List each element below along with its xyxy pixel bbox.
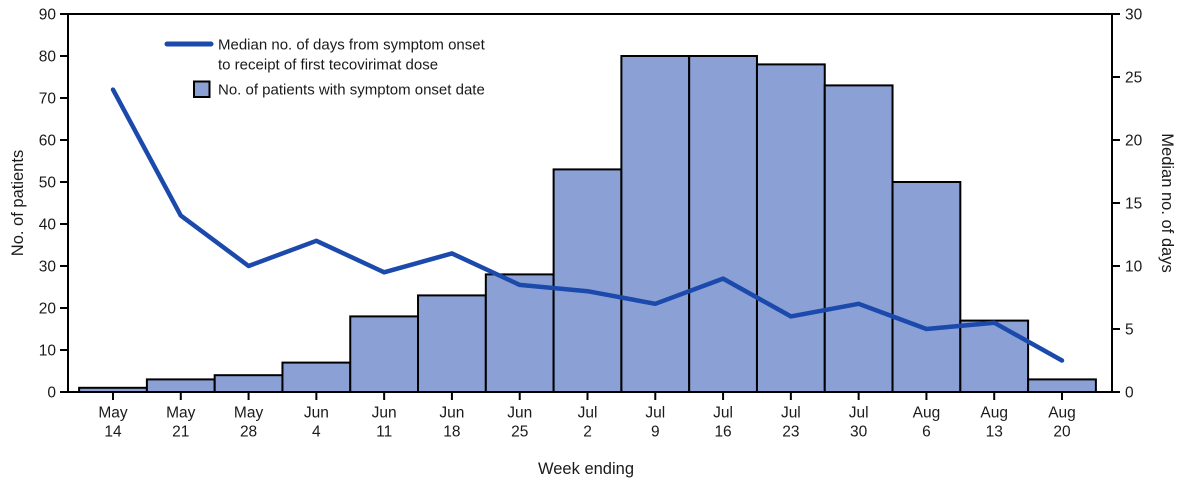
- x-tick-month: Jul: [578, 404, 598, 421]
- x-tick-day: 20: [1053, 423, 1071, 440]
- x-tick-month: May: [98, 404, 128, 421]
- legend: Median no. of days from symptom onset to …: [164, 36, 486, 98]
- bar-jun-11: [349, 315, 420, 393]
- left-axis-tick-label: 0: [47, 384, 56, 401]
- x-tick-day: 11: [376, 423, 392, 440]
- x-tick-day: 6: [922, 423, 931, 440]
- left-axis-tick-label: 10: [39, 342, 57, 359]
- bar-aug-20: [1027, 378, 1097, 393]
- bar-jun-4: [281, 361, 352, 394]
- x-tick-month: May: [166, 404, 196, 421]
- x-tick-month: Jul: [781, 404, 801, 421]
- left-axis: 0 10 20 30 40 50 60 70 80 90 No. of patients: [9, 6, 68, 401]
- x-tick-month: May: [234, 404, 264, 421]
- x-tick-day: 16: [714, 423, 731, 440]
- x-tick-day: 30: [850, 423, 868, 440]
- right-axis-tick-label: 0: [1125, 384, 1134, 401]
- right-axis-tick-label: 15: [1125, 195, 1142, 212]
- x-tick-month: Jun: [439, 404, 464, 421]
- legend-bar-swatch: [193, 80, 211, 98]
- x-tick-day: 2: [583, 423, 592, 440]
- right-axis-tick-label: 25: [1125, 69, 1142, 86]
- bar-aug-6: [891, 181, 962, 393]
- left-axis-tick-label: 40: [39, 216, 57, 233]
- x-tick-month: Aug: [1048, 404, 1076, 421]
- x-axis-title: Week ending: [538, 460, 634, 478]
- left-axis-tick-label: 20: [39, 300, 57, 317]
- x-tick-month: Aug: [980, 404, 1008, 421]
- x-tick-day: 28: [240, 423, 257, 440]
- left-axis-title: No. of patients: [9, 150, 27, 256]
- x-tick-month: Jun: [507, 404, 532, 421]
- bar-series: [78, 55, 1097, 394]
- legend-line-label-2: to receipt of first tecovirimat dose: [218, 56, 438, 73]
- right-axis-tick-label: 5: [1125, 321, 1134, 338]
- x-tick-month: Jun: [372, 404, 397, 421]
- x-tick-day: 4: [312, 423, 321, 440]
- right-axis-tick-label: 20: [1125, 132, 1143, 149]
- x-tick-month: Jul: [645, 404, 665, 421]
- left-axis-tick-label: 80: [39, 48, 57, 65]
- x-tick-day: 14: [104, 423, 122, 440]
- bar-jul-2: [552, 168, 623, 393]
- x-axis: May 14 May 21 May 28 Jun 4 Jun 11 Jun 18 Jun 25 Jul 2 Ju…: [98, 392, 1076, 478]
- left-axis-tick-label: 90: [39, 6, 57, 23]
- bar-jul-30: [823, 84, 894, 394]
- x-tick-day: 23: [782, 423, 799, 440]
- bar-aug-13: [959, 319, 1030, 394]
- x-tick-day: 25: [511, 423, 528, 440]
- x-tick-month: Jul: [713, 404, 733, 421]
- bar-jul-9: [620, 55, 691, 393]
- right-axis-tick-label: 30: [1125, 6, 1143, 23]
- x-tick-day: 18: [443, 423, 460, 440]
- bar-jul-16: [688, 55, 758, 393]
- x-tick-day: 9: [651, 423, 660, 440]
- x-tick-day: 13: [986, 423, 1003, 440]
- x-tick-day: 21: [172, 423, 189, 440]
- bar-jun-18: [417, 294, 487, 393]
- x-tick-month: Jun: [304, 404, 329, 421]
- bar-may-28: [213, 374, 284, 394]
- median-days-line: [110, 87, 1065, 363]
- bar-jun-25: [484, 273, 555, 393]
- bar-may-21: [145, 378, 216, 393]
- x-tick-month: Jul: [849, 404, 869, 421]
- right-axis-title: Median no. of days: [1158, 133, 1176, 272]
- right-axis-tick-label: 10: [1125, 258, 1143, 275]
- left-axis-tick-label: 60: [39, 132, 57, 149]
- left-axis-tick-label: 70: [39, 90, 57, 107]
- legend-bar-label: No. of patients with symptom onset date: [218, 81, 485, 98]
- right-axis: 0 5 10 15 20 25 30 Median no. of days: [1112, 6, 1176, 401]
- left-axis-tick-label: 50: [39, 174, 57, 191]
- bar-jul-23: [755, 63, 826, 394]
- x-tick-month: Aug: [913, 404, 941, 421]
- left-axis-tick-label: 30: [39, 258, 57, 275]
- legend-line-label-1: Median no. of days from symptom onset: [218, 36, 486, 53]
